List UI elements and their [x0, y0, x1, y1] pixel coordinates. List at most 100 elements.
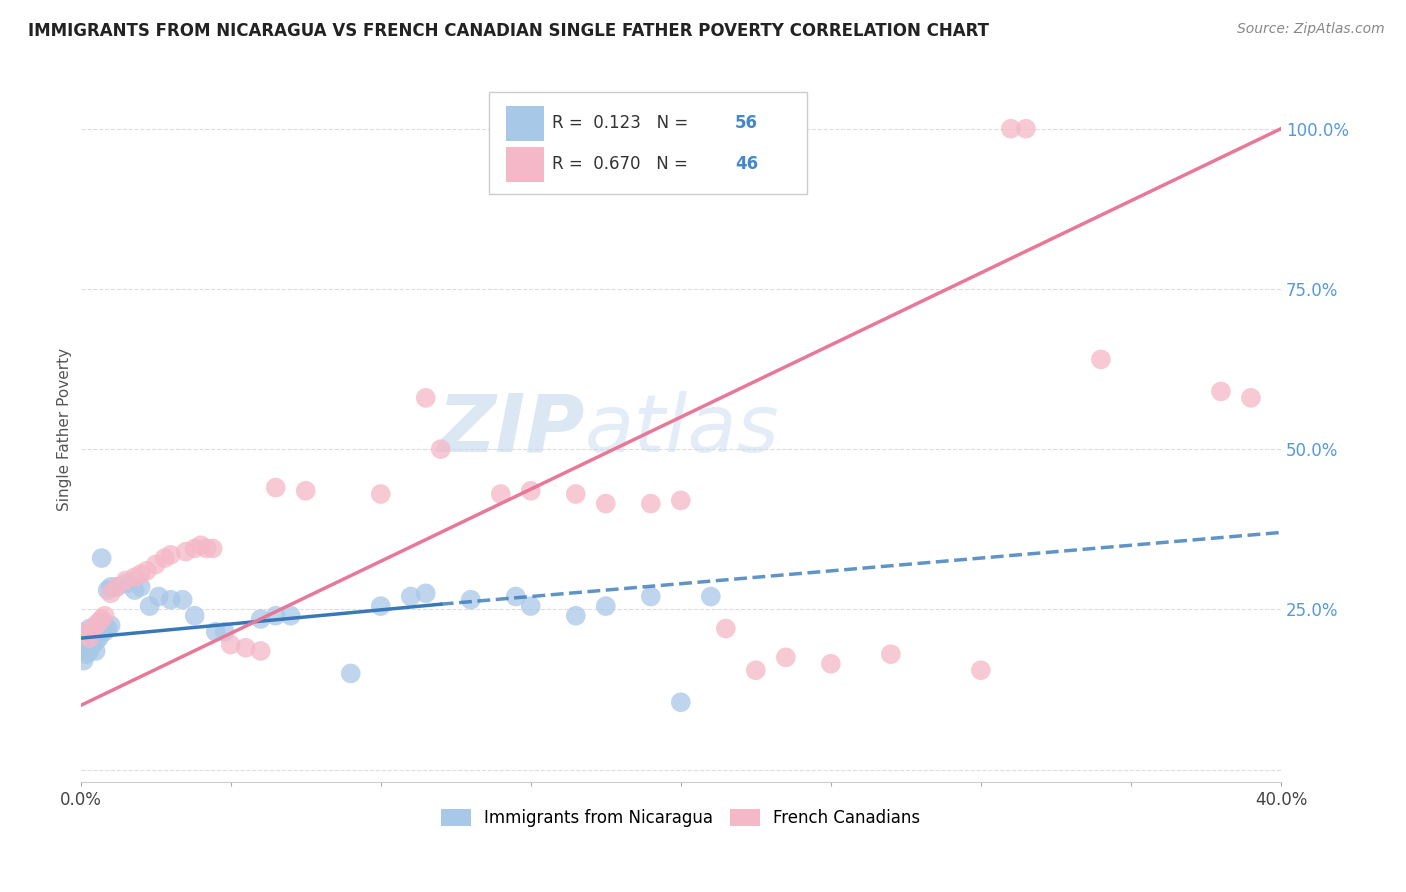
FancyBboxPatch shape — [506, 105, 544, 141]
Point — [100, 618, 122, 632]
Point — [114, 576, 136, 591]
Text: ZIP: ZIP — [437, 391, 585, 469]
Point — [93, 618, 115, 632]
Point — [700, 590, 723, 604]
Point — [76, 638, 98, 652]
Point — [669, 695, 692, 709]
Point — [640, 497, 662, 511]
Point — [415, 586, 437, 600]
Point — [90, 612, 112, 626]
Point — [105, 580, 128, 594]
Point — [489, 487, 512, 501]
Point — [100, 580, 122, 594]
Point — [280, 608, 302, 623]
Point — [235, 640, 257, 655]
Point — [79, 644, 101, 658]
Point — [114, 574, 136, 588]
Point — [100, 586, 122, 600]
Point — [429, 442, 451, 456]
Point — [520, 483, 543, 498]
Point — [595, 599, 617, 614]
Point — [190, 538, 212, 552]
Text: Source: ZipAtlas.com: Source: ZipAtlas.com — [1237, 22, 1385, 37]
Point — [72, 634, 94, 648]
Point — [82, 624, 104, 639]
Point — [159, 592, 181, 607]
Point — [565, 487, 588, 501]
Point — [172, 592, 194, 607]
Point — [640, 590, 662, 604]
Point — [72, 654, 94, 668]
Point — [370, 487, 392, 501]
Text: 46: 46 — [735, 155, 758, 173]
Point — [72, 624, 94, 639]
Point — [219, 638, 242, 652]
Point — [565, 608, 588, 623]
Point — [370, 599, 392, 614]
Point — [76, 647, 98, 661]
Point — [84, 622, 107, 636]
Y-axis label: Single Father Poverty: Single Father Poverty — [58, 349, 72, 511]
Point — [93, 624, 115, 639]
Point — [970, 663, 993, 677]
Point — [84, 634, 107, 648]
Point — [415, 391, 437, 405]
Point — [76, 624, 98, 639]
Point — [214, 624, 236, 639]
Point — [124, 570, 146, 584]
Point — [249, 612, 271, 626]
Point — [84, 644, 107, 658]
Point — [90, 551, 112, 566]
Point — [82, 631, 104, 645]
Point — [1209, 384, 1232, 399]
Point — [294, 483, 316, 498]
Text: IMMIGRANTS FROM NICARAGUA VS FRENCH CANADIAN SINGLE FATHER POVERTY CORRELATION C: IMMIGRANTS FROM NICARAGUA VS FRENCH CANA… — [28, 22, 988, 40]
Point — [138, 599, 160, 614]
Point — [745, 663, 768, 677]
Point — [249, 644, 271, 658]
Point — [669, 493, 692, 508]
Point — [97, 583, 120, 598]
Point — [79, 622, 101, 636]
Point — [87, 631, 110, 645]
Point — [183, 608, 205, 623]
Text: atlas: atlas — [585, 391, 779, 469]
Point — [72, 644, 94, 658]
Point — [105, 580, 128, 594]
Point — [82, 623, 104, 637]
Point — [195, 541, 218, 556]
Point — [159, 548, 181, 562]
Point — [148, 590, 170, 604]
Point — [174, 544, 197, 558]
Point — [1090, 352, 1112, 367]
Legend: Immigrants from Nicaragua, French Canadians: Immigrants from Nicaragua, French Canadi… — [434, 803, 927, 834]
Point — [595, 497, 617, 511]
Point — [76, 631, 98, 645]
Point — [880, 647, 903, 661]
Point — [72, 638, 94, 652]
FancyBboxPatch shape — [506, 146, 544, 182]
Point — [460, 592, 482, 607]
Point — [505, 590, 527, 604]
Point — [87, 615, 110, 629]
Point — [153, 551, 176, 566]
Point — [820, 657, 842, 671]
Point — [520, 599, 543, 614]
Point — [90, 615, 112, 629]
Point — [97, 622, 120, 636]
Point — [87, 618, 110, 632]
Point — [339, 666, 361, 681]
Point — [135, 564, 157, 578]
Point — [264, 481, 287, 495]
Point — [79, 634, 101, 648]
Point — [76, 628, 98, 642]
Point — [129, 567, 152, 582]
Point — [82, 638, 104, 652]
Point — [124, 583, 146, 598]
Point — [714, 622, 737, 636]
Point — [129, 580, 152, 594]
Text: 56: 56 — [735, 114, 758, 132]
Point — [87, 624, 110, 639]
Point — [1000, 121, 1022, 136]
Point — [84, 628, 107, 642]
